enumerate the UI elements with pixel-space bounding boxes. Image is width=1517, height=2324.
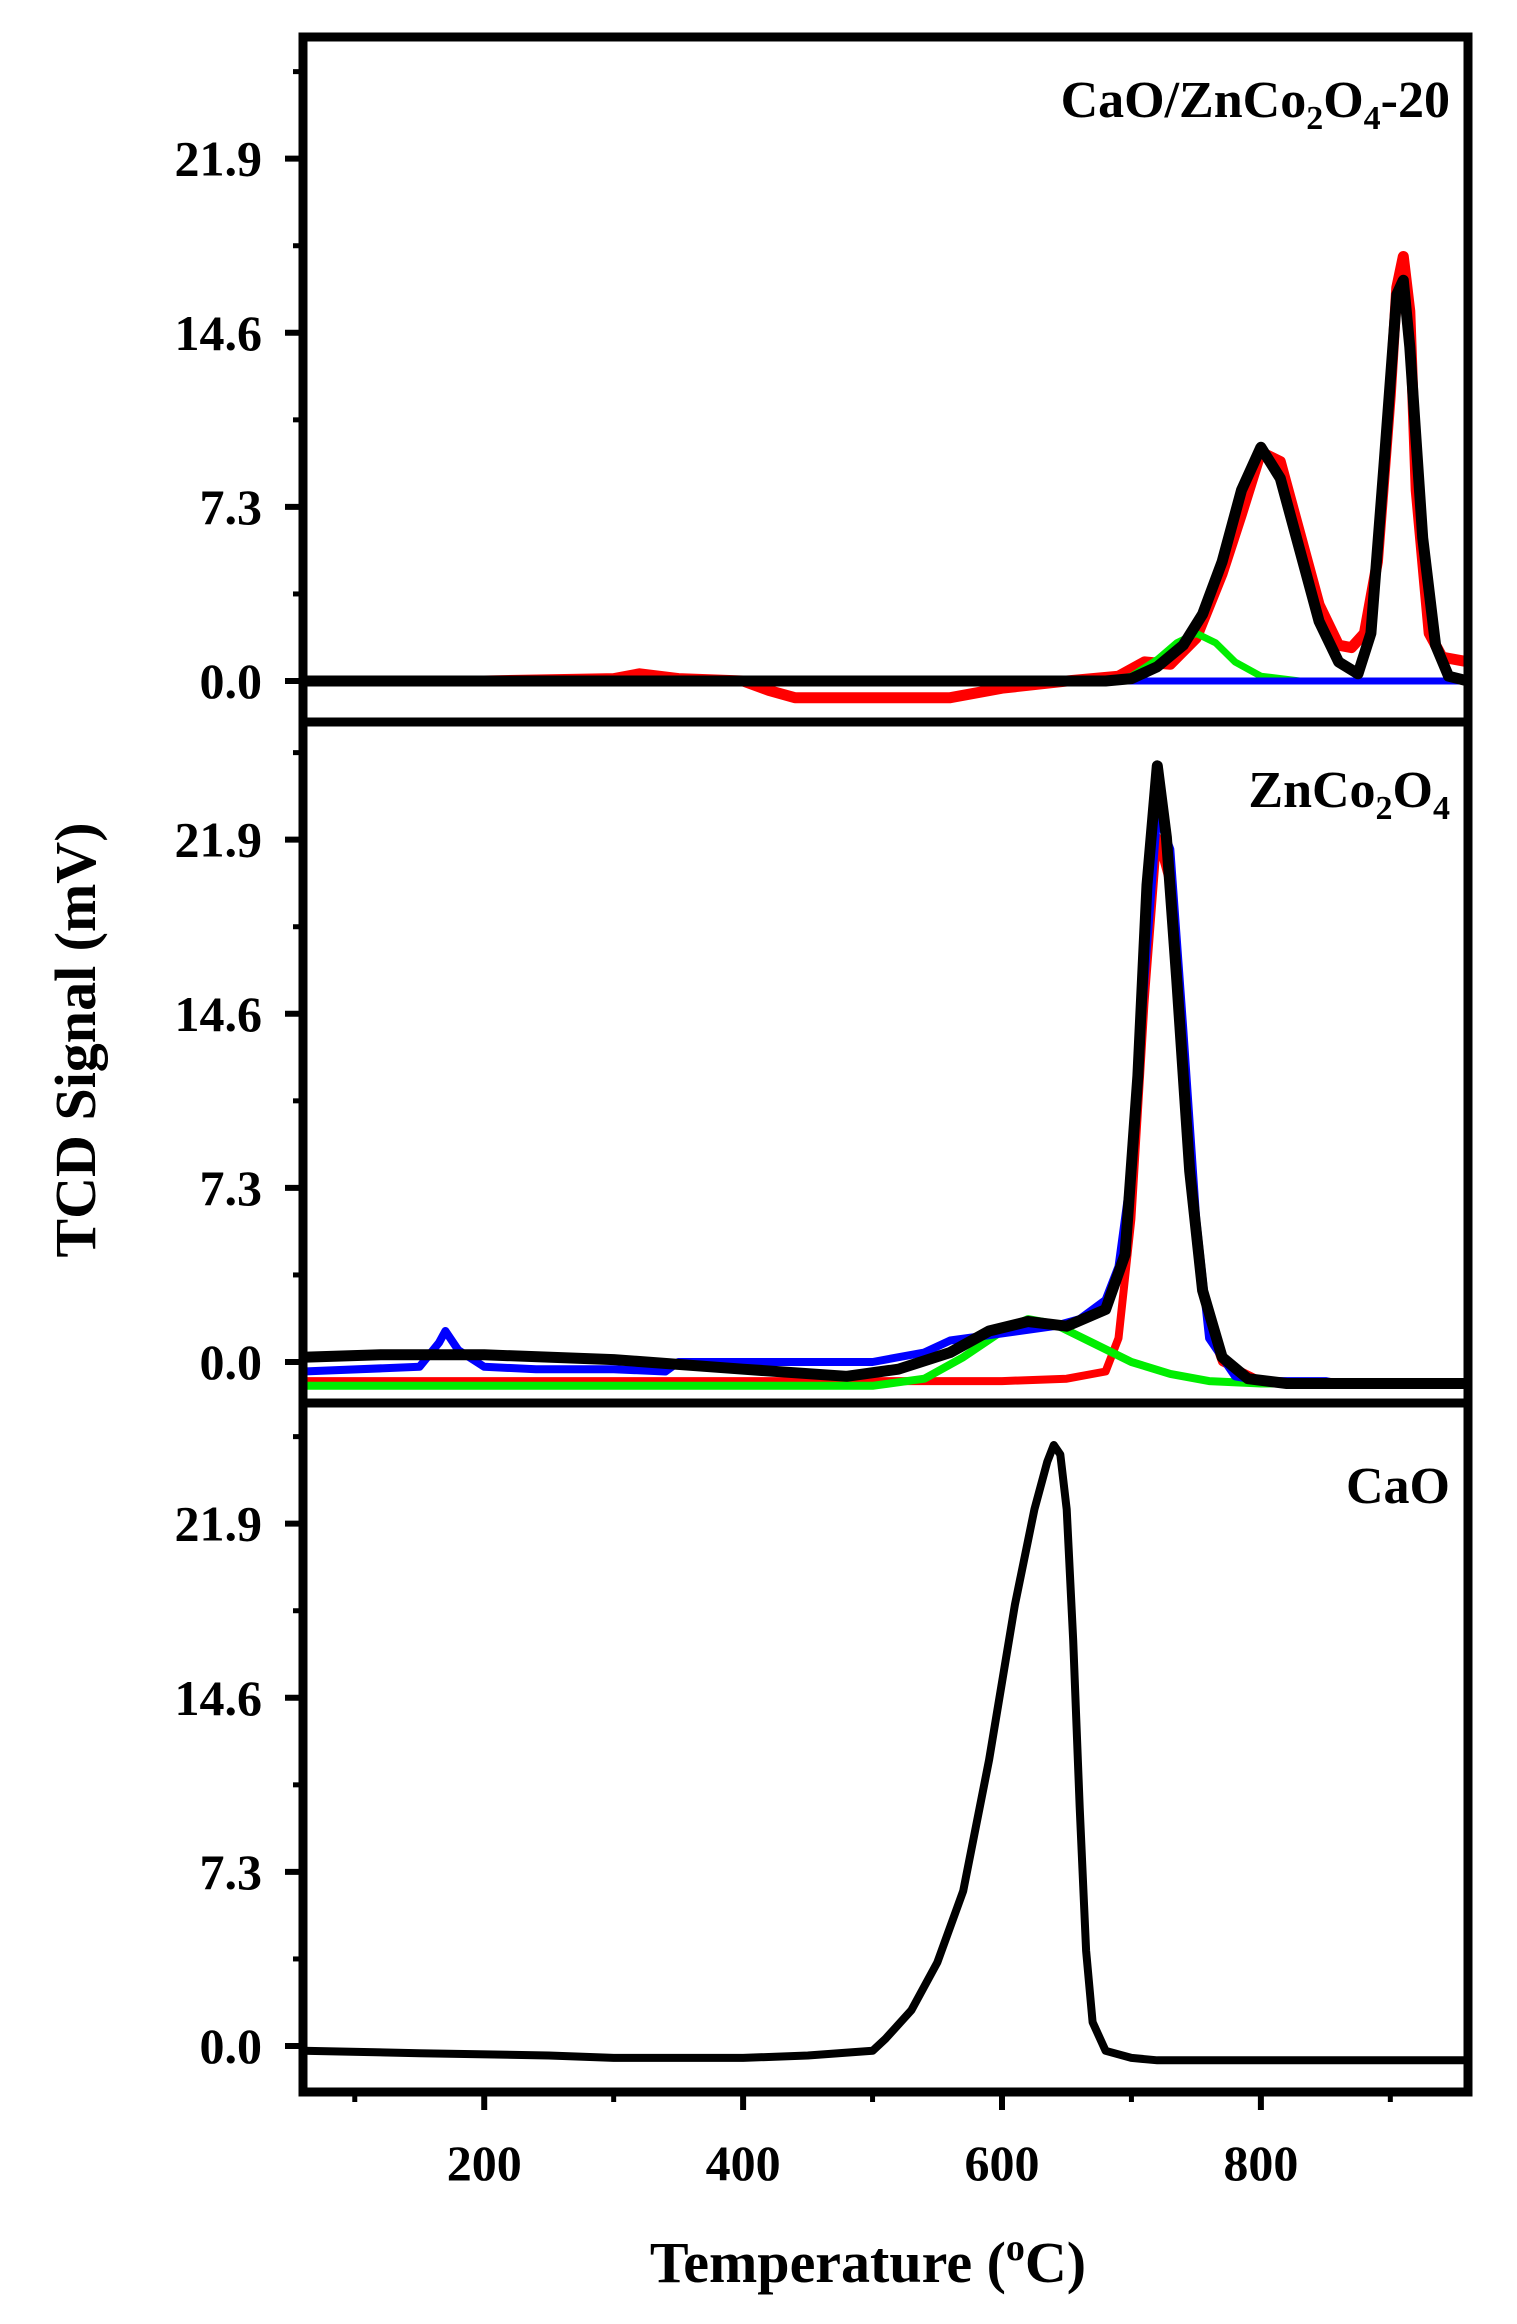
y-tick-label: 14.6 [175, 986, 263, 1042]
series-experimental [303, 833, 1468, 1388]
x-axis-title: Temperature (oC) [650, 2227, 1086, 2295]
panel-title-part: ZnCo [1248, 762, 1375, 819]
y-tick-label: 21.9 [175, 1496, 263, 1552]
series-group [303, 1441, 1468, 2065]
y-tick-label: 7.3 [200, 1160, 263, 1216]
series-experimental [303, 251, 1468, 704]
series-group [303, 760, 1468, 1390]
panel-title-part: 2 [1376, 790, 1393, 827]
y-tick-label: 14.6 [175, 305, 263, 361]
panel-title-part: CaO [1346, 1458, 1450, 1515]
panel-title-part: O [1393, 762, 1433, 819]
y-tick-label: 21.9 [175, 812, 263, 868]
x-tick-labels: 200 400 600 800 [352, 2092, 1393, 2191]
panel-1: 0.0 7.3 14.6 21.9 CaO/ZnCo2O4-20 [175, 32, 1473, 727]
x-tick-label: 200 [447, 2135, 522, 2191]
series-envelope [303, 760, 1468, 1389]
panel-title: CaO/ZnCo2O4-20 [1061, 72, 1450, 137]
series-fit_peak_b [303, 809, 1468, 1388]
panel-frame [298, 1398, 1473, 2097]
panel-2: 0.0 7.3 14.6 21.9 ZnCo2O4 [175, 717, 1473, 1408]
panel-frame [298, 717, 1473, 1408]
x-tick-label: 600 [965, 2135, 1040, 2191]
series-envelope [303, 1441, 1468, 2065]
panel-title-part: 2 [1306, 100, 1323, 137]
y-tick-label: 0.0 [200, 2018, 263, 2074]
x-axis-title-main: Temperature ( [650, 2230, 1006, 2295]
x-axis-title-sup: o [1006, 2227, 1025, 2269]
y-tick-label: 7.3 [200, 479, 263, 535]
y-tick-label: 0.0 [200, 653, 263, 709]
panel-title-part: CaO/ZnCo [1061, 72, 1307, 129]
y-tick-label: 21.9 [175, 131, 263, 187]
x-axis-title-tail: C) [1025, 2230, 1086, 2295]
y-tick-label: 0.0 [200, 1334, 263, 1390]
panel-title: ZnCo2O4 [1248, 762, 1450, 827]
x-tick-label: 800 [1223, 2135, 1298, 2191]
series-group [303, 251, 1468, 704]
panel-title-part: O [1323, 72, 1363, 129]
y-axis-title: TCD Signal (mV) [43, 822, 108, 1257]
x-tick-label: 400 [706, 2135, 781, 2191]
panel-title-part: -20 [1381, 72, 1450, 129]
panels: 0.07.314.621.9CaO/ZnCo2O4-200.07.314.621… [175, 32, 1473, 2097]
panel-title-part: 4 [1433, 790, 1450, 827]
panel-title: CaO [1346, 1458, 1450, 1515]
panel-frame [298, 32, 1473, 727]
y-tick-label: 7.3 [200, 1844, 263, 1900]
series-fit_peak_a [303, 629, 1468, 685]
y-tick-label: 14.6 [175, 1670, 263, 1726]
panel-3: 0.0 7.3 14.6 21.9 CaO [175, 1398, 1473, 2097]
series-envelope [303, 274, 1468, 687]
panel-title-part: 4 [1364, 100, 1381, 137]
